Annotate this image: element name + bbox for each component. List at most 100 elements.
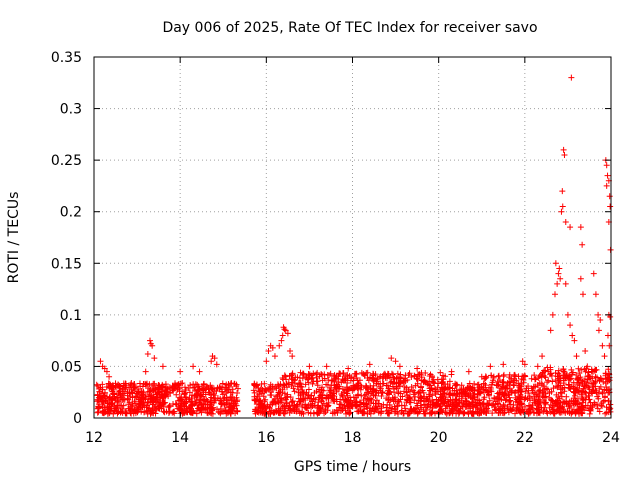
data-point xyxy=(592,383,599,390)
data-point xyxy=(447,400,454,407)
data-point xyxy=(378,393,385,400)
data-point xyxy=(607,401,614,408)
data-point xyxy=(300,370,307,377)
data-point xyxy=(440,372,447,379)
data-point xyxy=(602,370,609,377)
data-point xyxy=(483,374,490,381)
data-point xyxy=(294,374,301,381)
data-point xyxy=(370,382,377,389)
data-point xyxy=(360,399,367,406)
data-point xyxy=(193,396,200,403)
data-point xyxy=(547,364,554,371)
data-point xyxy=(220,395,227,402)
data-point xyxy=(424,380,431,387)
data-point-excursion xyxy=(601,353,608,360)
data-point xyxy=(284,391,291,398)
data-point xyxy=(590,387,597,394)
data-point-excursion xyxy=(106,373,113,380)
data-point xyxy=(208,405,215,412)
data-point xyxy=(483,387,490,394)
data-point xyxy=(343,390,350,397)
data-point xyxy=(575,365,582,372)
data-point-excursion xyxy=(97,358,104,365)
data-point-excursion xyxy=(149,342,156,349)
data-point xyxy=(210,391,217,398)
data-point xyxy=(326,385,333,392)
data-point xyxy=(411,397,418,404)
data-point xyxy=(398,402,405,409)
data-point xyxy=(234,408,241,415)
data-point xyxy=(255,384,262,391)
data-point xyxy=(588,368,595,375)
data-point xyxy=(200,381,207,388)
data-point xyxy=(475,406,482,413)
grid xyxy=(94,57,611,418)
data-point xyxy=(543,408,550,415)
data-point xyxy=(477,386,484,393)
data-point xyxy=(224,410,231,417)
data-point xyxy=(181,384,188,391)
data-point-excursion xyxy=(604,332,611,339)
data-point xyxy=(217,383,224,390)
data-point xyxy=(338,401,345,408)
data-point xyxy=(421,378,428,385)
data-point xyxy=(594,405,601,412)
data-point xyxy=(593,366,600,373)
data-point xyxy=(469,400,476,407)
data-point xyxy=(338,379,345,386)
data-point-excursion xyxy=(208,358,215,365)
data-point xyxy=(267,381,274,388)
data-point xyxy=(402,405,409,412)
data-point xyxy=(290,385,297,392)
data-point xyxy=(182,386,189,393)
data-point xyxy=(531,395,538,402)
data-point xyxy=(200,389,207,396)
data-point xyxy=(270,409,277,416)
data-point xyxy=(535,409,542,416)
data-point xyxy=(497,405,504,412)
data-point-excursion xyxy=(388,355,395,362)
data-point xyxy=(305,379,312,386)
data-point xyxy=(286,409,293,416)
data-point xyxy=(190,407,197,414)
data-point xyxy=(219,380,226,387)
data-point xyxy=(228,380,235,387)
data-point xyxy=(392,408,399,415)
data-point xyxy=(338,391,345,398)
data-point xyxy=(328,377,335,384)
data-point xyxy=(226,384,233,391)
data-point xyxy=(441,400,448,407)
data-point xyxy=(304,394,311,401)
data-point-excursion xyxy=(282,327,289,334)
data-point xyxy=(291,388,298,395)
x-tick-label: 18 xyxy=(344,430,362,446)
data-point-excursion xyxy=(190,363,197,370)
data-point xyxy=(401,388,408,395)
data-point xyxy=(316,373,323,380)
data-point xyxy=(566,375,573,382)
data-point-excursion xyxy=(521,361,528,368)
data-point xyxy=(153,391,160,398)
data-point xyxy=(99,381,106,388)
data-point xyxy=(351,399,358,406)
data-point xyxy=(194,381,201,388)
x-tick-label: 14 xyxy=(171,430,189,446)
data-point xyxy=(306,371,313,378)
data-point xyxy=(410,387,417,394)
data-point xyxy=(521,396,528,403)
data-point xyxy=(331,382,338,389)
data-point xyxy=(416,397,423,404)
data-point xyxy=(431,380,438,387)
data-point xyxy=(447,390,454,397)
data-point xyxy=(428,373,435,380)
data-point-excursion xyxy=(306,363,313,370)
data-point xyxy=(557,399,564,406)
data-point xyxy=(98,394,105,401)
data-point xyxy=(552,369,559,376)
data-point xyxy=(279,389,286,396)
x-tick-label: 22 xyxy=(516,430,534,446)
data-point xyxy=(218,388,225,395)
data-point xyxy=(418,372,425,379)
data-point xyxy=(532,376,539,383)
data-point-excursion xyxy=(196,368,203,375)
